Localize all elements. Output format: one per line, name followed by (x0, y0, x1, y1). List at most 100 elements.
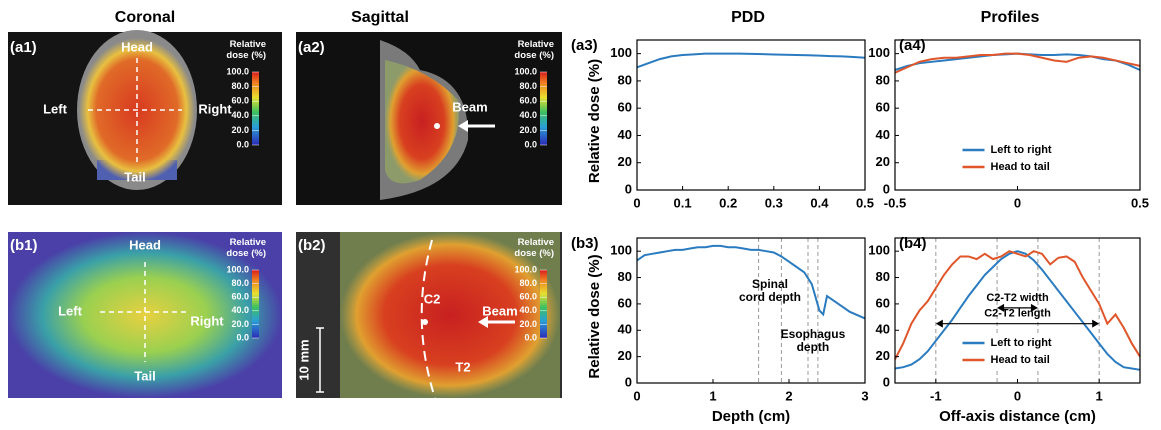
image-a2 (296, 32, 562, 205)
y-tick-label: 60 (876, 295, 890, 310)
x-tick-label: 0.2 (719, 195, 737, 210)
x-tick-label: 0.3 (765, 195, 783, 210)
x-tick-label: 0.4 (810, 195, 829, 210)
colorbar (252, 72, 259, 145)
legend-label: Left to right (991, 337, 1052, 349)
colorbar-tick-label: 100.0 (226, 66, 249, 76)
panel-label: (b3) (571, 235, 599, 252)
x-tick-label: 0 (633, 195, 640, 210)
y-tick-label: 0 (625, 374, 632, 389)
x-tick-label: 0.5 (1131, 195, 1149, 210)
data-line (636, 52, 866, 69)
y-tick-label: 0 (883, 181, 890, 196)
colorbar-tick-label: 100.0 (514, 264, 537, 274)
y-tick-label: 100 (868, 45, 890, 60)
image-b1 (8, 232, 282, 398)
colorbar-tick-label: 20.0 (519, 319, 537, 329)
y-tick-label: 40 (876, 127, 890, 142)
colorbar-tick-label: 100.0 (514, 66, 537, 76)
annotation: C2-T2 length (984, 308, 1051, 320)
annotation: Esophagus depth (780, 326, 846, 355)
column-title: Sagittal (351, 9, 409, 26)
axes-frame (636, 237, 866, 384)
image-annotation: Tail (124, 169, 145, 184)
image-annotation: Left (58, 303, 83, 318)
colorbar-tick-label: 80.0 (519, 81, 537, 91)
image-annotation: Right (190, 313, 224, 328)
colorbar (540, 72, 547, 145)
panel-label: (a1) (10, 39, 37, 56)
x-tick-label: 1 (709, 388, 716, 403)
colorbar-tick-label: 40.0 (231, 110, 249, 120)
image-a1 (8, 30, 282, 205)
x-tick-label: 0 (1014, 388, 1021, 403)
image-annotation: Left (43, 101, 68, 116)
colorbar-tick-label: 80.0 (519, 278, 537, 288)
colorbar-tick-label: 20.0 (519, 125, 537, 135)
colorbar-tick-label: 60.0 (519, 292, 537, 302)
colorbar-tick-label: 20.0 (231, 125, 249, 135)
y-tick-label: 40 (876, 322, 890, 337)
y-axis-label: Relative dose (%) (586, 59, 603, 183)
colorbar (540, 270, 547, 338)
colorbar-title: Relative dose (%) (226, 39, 266, 61)
image-annotation: 10 mm (296, 339, 311, 380)
y-tick-label: 80 (618, 72, 632, 87)
colorbar-tick-label: 0.0 (236, 332, 249, 342)
image-annotation: Tail (134, 368, 155, 383)
x-tick-label: 0.5 (856, 195, 874, 210)
y-tick-label: 80 (618, 269, 632, 284)
data-line (894, 250, 1141, 360)
panel-label: (b4) (899, 235, 927, 252)
x-tick-label: 3 (861, 388, 868, 403)
y-axis-label: Relative dose (%) (586, 254, 603, 378)
colorbar-tick-label: 40.0 (231, 305, 249, 315)
legend-label: Head to tail (991, 354, 1050, 366)
y-tick-label: 100 (610, 243, 632, 258)
legend-box (956, 140, 1079, 178)
column-title: PDD (731, 9, 765, 26)
data-line (894, 52, 1141, 74)
image-annotation: Beam (452, 99, 487, 114)
colorbar-title: Relative dose (%) (226, 237, 266, 259)
x-axis-label: Depth (cm) (712, 408, 790, 425)
data-line (894, 52, 1141, 71)
y-tick-label: 0 (883, 374, 890, 389)
legend-box (956, 333, 1079, 371)
colorbar-tick-label: 40.0 (519, 305, 537, 315)
colorbar-tick-label: 60.0 (231, 96, 249, 106)
y-tick-label: 60 (876, 100, 890, 115)
x-axis-label: Off-axis distance (cm) (939, 408, 1096, 425)
y-tick-label: 100 (610, 45, 632, 60)
colorbar-tick-label: 0.0 (524, 332, 537, 342)
x-tick-label: 2 (785, 388, 792, 403)
colorbar-tick-label: 80.0 (231, 278, 249, 288)
colorbar-tick-label: 20.0 (231, 319, 249, 329)
y-tick-label: 20 (618, 154, 632, 169)
y-tick-label: 0 (625, 181, 632, 196)
annotation: C2-T2 width (986, 292, 1049, 304)
colorbar-tick-label: 80.0 (231, 81, 249, 91)
data-line (894, 250, 1141, 371)
colorbar-tick-label: 40.0 (519, 110, 537, 120)
annotation: Spinal cord depth (739, 276, 801, 305)
panel-label: (a3) (571, 37, 598, 54)
column-title: Coronal (115, 9, 175, 26)
image-annotation: T2 (455, 359, 470, 374)
panel-label: (a4) (899, 37, 926, 54)
y-tick-label: 20 (876, 348, 890, 363)
colorbar-tick-label: 0.0 (524, 139, 537, 149)
colorbar (252, 270, 259, 338)
image-annotation: Head (121, 39, 153, 54)
panel-label: (a2) (298, 39, 325, 56)
y-tick-label: 20 (876, 154, 890, 169)
y-tick-label: 20 (618, 348, 632, 363)
y-tick-label: 60 (618, 295, 632, 310)
colorbar-tick-label: 60.0 (519, 96, 537, 106)
colorbar-tick-label: 60.0 (231, 292, 249, 302)
legend-label: Head to tail (991, 161, 1050, 173)
axes-frame (636, 39, 866, 191)
y-tick-label: 80 (876, 72, 890, 87)
